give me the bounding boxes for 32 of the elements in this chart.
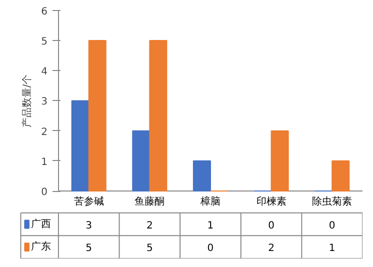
data-label: 2 <box>146 220 153 232</box>
bar <box>149 40 168 192</box>
y-tick-label: 6 <box>41 6 48 18</box>
x-tick-label: 苦参碱 <box>74 195 104 208</box>
y-tick-label: 2 <box>41 126 48 138</box>
bar <box>71 100 90 192</box>
y-axis-title: 产品数量/个 <box>21 74 34 128</box>
x-tick-label: 印楝素 <box>256 195 286 208</box>
y-tick-label: 1 <box>41 156 48 168</box>
data-label: 0 <box>207 243 214 254</box>
y-tick-label: 3 <box>41 96 48 108</box>
bar <box>270 130 289 192</box>
x-tick-label: 鱼藤酮 <box>134 195 165 208</box>
data-label: 0 <box>328 220 336 232</box>
bar <box>332 160 350 192</box>
y-tick-label: 4 <box>41 66 48 78</box>
bar <box>192 160 211 192</box>
x-tick-label: 除虫菊素 <box>312 195 352 208</box>
data-label: 3 <box>86 220 92 232</box>
legend-label: 广西 <box>31 218 52 230</box>
y-tick-label: 0 <box>41 187 48 198</box>
data-label: 5 <box>146 243 153 254</box>
y-tick-label: 5 <box>41 36 48 48</box>
data-label: 0 <box>268 220 274 232</box>
data-label: 1 <box>207 220 214 232</box>
data-label: 1 <box>328 243 336 254</box>
data-label: 5 <box>86 243 92 254</box>
bar <box>88 40 106 192</box>
bar <box>132 130 150 192</box>
data-label: 2 <box>268 243 274 254</box>
x-tick-label: 樟脑 <box>199 195 220 208</box>
legend-label: 广东 <box>31 240 52 253</box>
